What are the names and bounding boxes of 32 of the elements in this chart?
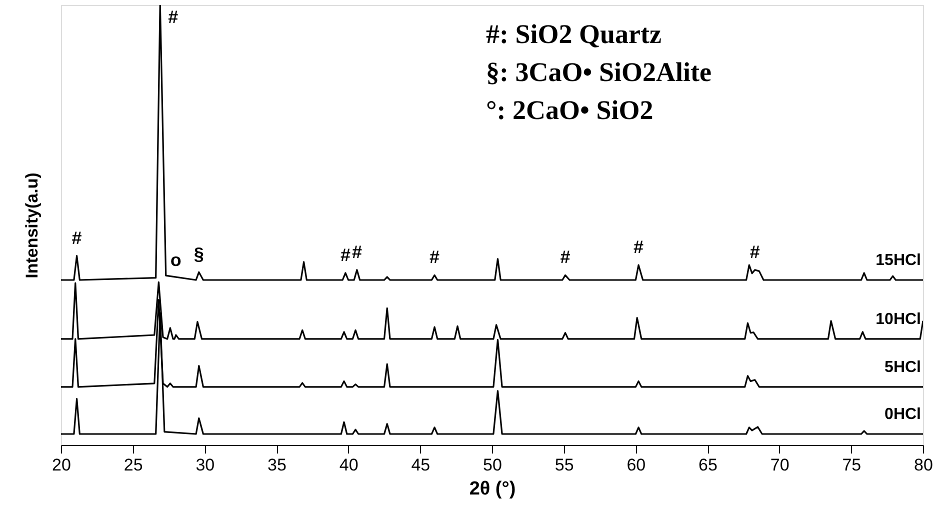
x-tick-label: 55 bbox=[554, 456, 574, 474]
x-tick-label: 20 bbox=[52, 456, 71, 474]
annotation: °: 2CaO• SiO2 bbox=[486, 95, 654, 125]
annotation: #: SiO2 Quartz bbox=[486, 19, 662, 49]
annotation: # bbox=[430, 247, 440, 268]
x-axis-title: 2θ (°) bbox=[469, 478, 516, 500]
x-tick-label: 50 bbox=[483, 456, 502, 474]
series-label: 15HCl bbox=[876, 252, 921, 269]
x-tick-label: 70 bbox=[770, 456, 790, 474]
x-tick-label: 65 bbox=[698, 456, 718, 474]
annotation: # bbox=[168, 7, 178, 27]
series-label: 5HCl bbox=[884, 358, 921, 376]
annotation: # bbox=[750, 242, 760, 262]
x-tick-label: 25 bbox=[124, 456, 143, 474]
x-tick-label: 45 bbox=[411, 456, 430, 474]
annotation: # bbox=[340, 244, 350, 265]
x-tick-label: 40 bbox=[339, 456, 358, 474]
annotation: # bbox=[560, 247, 570, 268]
series-label: 10HCl bbox=[876, 310, 921, 328]
x-tick-label: 75 bbox=[842, 456, 862, 474]
annotation: o bbox=[170, 250, 182, 270]
y-axis-title: Intensity(a.u) bbox=[22, 172, 42, 278]
annotation: # bbox=[352, 242, 362, 262]
x-tick-label: 60 bbox=[626, 456, 646, 474]
annotation: §: 3CaO• SiO2Alite bbox=[486, 57, 712, 87]
series-label: 0HCl bbox=[884, 406, 921, 423]
x-tick-label: 35 bbox=[268, 456, 286, 474]
x-tick-label: 80 bbox=[914, 456, 933, 474]
annotation: # bbox=[72, 228, 82, 248]
annotation: § bbox=[194, 244, 204, 264]
x-tick-label: 30 bbox=[196, 456, 215, 474]
annotation: # bbox=[634, 237, 644, 258]
